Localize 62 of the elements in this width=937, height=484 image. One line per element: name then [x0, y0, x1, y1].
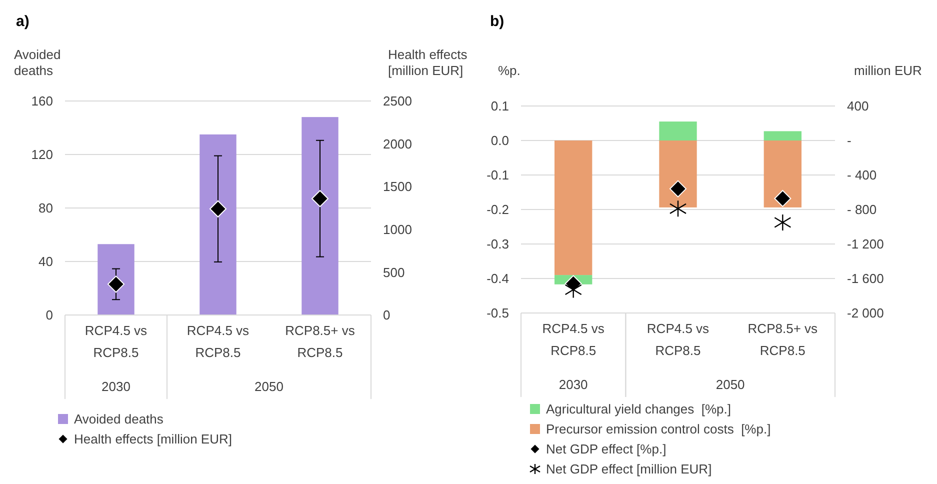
y2-axis-title: million EUR	[854, 63, 922, 78]
point	[312, 190, 328, 208]
legend-label: Net GDP effect [million EUR]	[546, 462, 712, 477]
legend-label: Precursor emission control costs [%p.]	[546, 422, 771, 437]
y-tick-label: 120	[31, 147, 53, 162]
bar	[302, 117, 338, 315]
y2-tick-label: 1000	[383, 222, 412, 237]
legend-label: Health effects [million EUR]	[74, 432, 232, 447]
y2-tick-label: -	[847, 133, 852, 148]
point	[669, 200, 687, 218]
legend-label: Agricultural yield changes [%p.]	[546, 402, 731, 417]
y2-tick-label: - 400	[847, 168, 877, 183]
y-axis-title: Avoided deaths	[14, 47, 61, 78]
point	[210, 200, 226, 218]
y-tick-label: -0.5	[486, 306, 509, 321]
point	[670, 180, 686, 198]
bar	[764, 131, 802, 140]
chart-title: b)	[490, 13, 504, 30]
text: 2050	[254, 379, 284, 394]
bar	[554, 140, 592, 276]
y2-tick-label: 500	[383, 264, 405, 280]
y-tick-label: 40	[38, 254, 53, 270]
bar	[659, 140, 697, 208]
text: 2030	[102, 379, 130, 394]
x-tick-label: RCP8.5+ vs RCP8.5	[285, 323, 356, 360]
y-tick-label: 160	[31, 94, 53, 109]
legend-label: Avoided deaths	[74, 412, 164, 427]
y-tick-label: 0.1	[490, 98, 509, 114]
x-tick-label: RCP4.5 vs RCP8.5	[542, 321, 605, 358]
point	[774, 190, 792, 207]
chart-title: a)	[16, 13, 30, 30]
x-tick-label: RCP8.5+ vs RCP8.5	[748, 321, 818, 358]
y-tick-label: -0.3	[486, 236, 509, 252]
y2-tick-label: 2500	[383, 94, 412, 109]
x-tick-label: RCP4.5 vs RCP8.5	[186, 323, 250, 360]
y-tick-label: 0.0	[490, 133, 509, 148]
bar	[659, 122, 697, 140]
x-tick-label: RCP4.5 vs RCP8.5	[84, 323, 148, 360]
y-tick-label: -0.1	[486, 168, 509, 183]
y2-tick-label: -2 000	[847, 306, 884, 321]
y2-tick-label: -1 200	[847, 236, 884, 252]
text: 2030	[558, 377, 588, 392]
bar	[200, 134, 236, 315]
y-tick-label: -0.4	[486, 271, 509, 286]
y2-tick-label: -1 600	[847, 271, 884, 286]
y-tick-label: -0.2	[486, 202, 509, 218]
y2-tick-label: 1500	[383, 179, 412, 194]
y2-tick-label: 400	[847, 98, 869, 114]
y2-tick-label: 2000	[383, 136, 412, 152]
point	[108, 276, 124, 293]
y-tick-label: 0	[46, 308, 53, 323]
bar	[764, 140, 802, 208]
bar	[98, 244, 134, 315]
y-axis-title: %p.	[498, 63, 520, 78]
y2-tick-label: 0	[383, 308, 390, 323]
legend-label: Net GDP effect [%p.]	[546, 442, 666, 457]
y2-tick-label: - 800	[847, 202, 877, 218]
text: 2050	[716, 377, 745, 392]
x-tick-label: RCP4.5 vs RCP8.5	[646, 321, 710, 358]
y2-axis-title: Health effects [million EUR]	[388, 47, 468, 78]
y-tick-label: 80	[38, 200, 53, 216]
point	[774, 214, 792, 232]
